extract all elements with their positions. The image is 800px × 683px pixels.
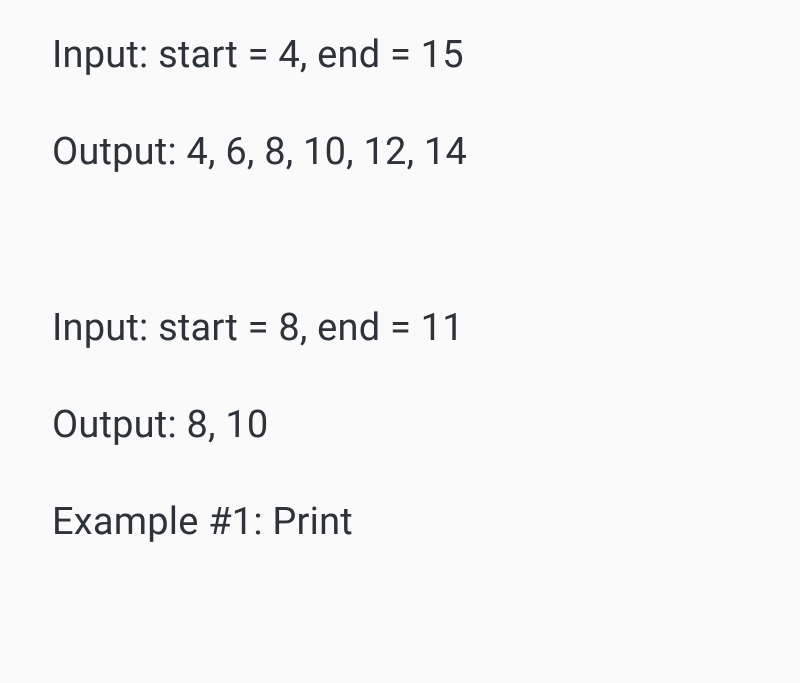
spacer	[52, 354, 750, 400]
document-body: Input: start = 4, end = 15 Output: 4, 6,…	[0, 0, 800, 683]
example2-input-line: Input: start = 8, end = 11	[52, 303, 750, 354]
example1-input-line: Input: start = 4, end = 15	[52, 30, 750, 81]
example2-output-line: Output: 8, 10	[52, 400, 750, 451]
spacer	[52, 179, 750, 303]
spacer	[52, 451, 750, 497]
example-heading: Example #1: Print	[52, 497, 750, 548]
spacer	[52, 81, 750, 127]
example1-output-line: Output: 4, 6, 8, 10, 12, 14	[52, 127, 750, 178]
